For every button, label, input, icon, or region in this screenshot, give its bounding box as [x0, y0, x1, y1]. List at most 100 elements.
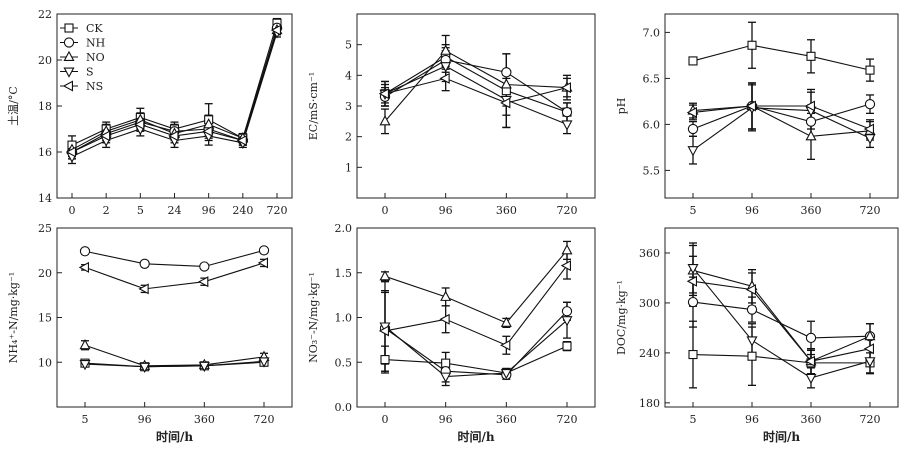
legend-label: S [86, 66, 94, 79]
data-point [258, 245, 270, 256]
y-tick-label: 0.0 [335, 401, 353, 414]
data-point [378, 325, 390, 337]
chart-panel-5: 0.0 0.5 1.0 1.5 2.0 0 96 360 720 NO₃⁻-N/mg·kg⁻¹ 时间… [307, 222, 596, 444]
data-point [745, 284, 757, 296]
series-line [692, 280, 871, 362]
data-point [439, 72, 450, 84]
data-point [500, 368, 512, 380]
x-tick-label: 96 [745, 204, 759, 217]
data-point [561, 106, 573, 118]
data-point [440, 290, 452, 301]
y-axis-label: DOC/mg·kg⁻¹ [615, 280, 628, 355]
x-tick-label: 0 [69, 204, 76, 217]
data-point [440, 372, 452, 383]
plot-frame [664, 13, 899, 199]
data-point [65, 146, 76, 158]
x-tick-label: 5 [690, 204, 697, 217]
data-point [236, 134, 247, 147]
y-tick-label: 1 [345, 161, 352, 174]
series-ns [381, 251, 571, 372]
y-tick-label: 15 [38, 312, 52, 325]
data-point [561, 316, 573, 327]
data-point [560, 260, 572, 272]
data-point [270, 24, 282, 36]
legend-marker [63, 37, 75, 48]
data-point [804, 355, 816, 367]
series-ns [689, 255, 874, 375]
series-markers-s [79, 357, 270, 373]
data-point [864, 134, 876, 145]
series-no [381, 240, 571, 328]
legend-label: NO [86, 51, 105, 64]
y-tick-label: 6.0 [643, 118, 661, 131]
data-point [687, 146, 699, 157]
data-point [79, 360, 91, 371]
series-line [384, 265, 568, 346]
series-markers-ns [78, 257, 269, 295]
x-tick-label: 360 [496, 204, 517, 217]
x-tick-label: 0 [382, 413, 389, 426]
data-point [500, 78, 512, 89]
data-point [863, 123, 875, 135]
series-markers-ns [378, 72, 572, 109]
data-point [686, 106, 698, 118]
data-point [805, 116, 817, 127]
y-tick-label: 1.0 [335, 312, 353, 325]
data-point [500, 97, 511, 109]
series-markers-s [687, 103, 876, 157]
series-line [692, 301, 871, 339]
series-markers-ck [380, 52, 572, 117]
series-nh [689, 276, 874, 356]
series-ns [381, 65, 571, 129]
legend-marker [63, 67, 75, 78]
x-tick-label: 5 [690, 413, 697, 426]
legend-label: NS [86, 80, 103, 93]
y-tick-label: 25 [38, 222, 52, 235]
data-point [747, 351, 757, 361]
series-s [689, 84, 874, 165]
x-tick-label: 720 [860, 413, 881, 426]
x-tick-label: 96 [138, 413, 152, 426]
series-ns [689, 82, 874, 139]
series-markers-ns [686, 100, 875, 135]
series-line [692, 105, 871, 137]
y-axis-label: NH₄⁺-N/mg·kg⁻¹ [7, 272, 20, 363]
data-point [78, 261, 89, 273]
x-tick-label: 720 [860, 204, 881, 217]
x-tick-label: 360 [801, 204, 822, 217]
data-point [79, 338, 91, 350]
series-s [689, 242, 874, 389]
y-tick-label: 2 [345, 131, 352, 144]
series-line [384, 50, 568, 122]
plot-frame [356, 227, 596, 408]
data-point [139, 258, 150, 269]
x-tick-label: 96 [439, 204, 453, 217]
y-tick-label: 10 [38, 356, 52, 369]
x-tick-label: 5 [82, 413, 89, 426]
x-tick-label: 720 [254, 413, 275, 426]
data-point [139, 362, 151, 373]
legend-marker [64, 23, 74, 33]
x-tick-label: 0 [382, 204, 389, 217]
data-point [687, 263, 699, 275]
data-point [747, 40, 757, 50]
y-tick-label: 240 [639, 347, 660, 360]
y-tick-label: 6.5 [643, 72, 661, 85]
x-tick-label: 96 [439, 413, 453, 426]
data-point [378, 88, 390, 100]
data-point [380, 355, 390, 365]
data-point [500, 339, 511, 351]
data-point [561, 306, 573, 317]
series-line [384, 56, 568, 113]
data-point [560, 82, 572, 94]
x-tick-label: 24 [168, 204, 182, 217]
x-tick-label: 5 [137, 204, 144, 217]
data-point [745, 100, 757, 112]
y-axis-label: NO₃⁻-N/mg·kg⁻¹ [307, 272, 320, 363]
x-tick-label: 240 [232, 204, 253, 217]
series-line [692, 107, 871, 151]
plot-frame [664, 227, 899, 408]
